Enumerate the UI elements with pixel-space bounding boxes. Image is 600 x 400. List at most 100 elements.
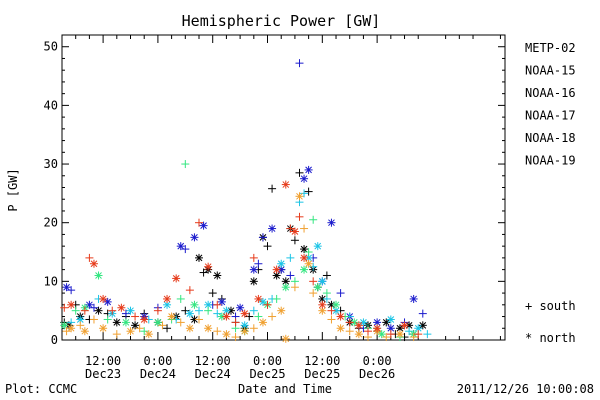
data-point xyxy=(272,265,281,274)
chart-title: Hemispheric Power [GW] xyxy=(182,12,381,30)
data-point xyxy=(126,306,135,315)
data-point xyxy=(208,289,217,298)
data-point xyxy=(240,309,249,318)
data-point xyxy=(131,321,140,330)
data-point xyxy=(295,192,304,201)
data-point xyxy=(373,324,382,333)
data-point xyxy=(345,327,354,336)
data-point xyxy=(163,324,172,333)
data-point xyxy=(217,297,226,306)
data-point xyxy=(126,327,135,336)
data-point xyxy=(121,309,130,318)
data-point xyxy=(85,300,94,309)
data-point xyxy=(181,245,190,254)
data-point xyxy=(409,294,418,303)
legend-entry: NOAA-16 xyxy=(525,86,576,100)
data-point xyxy=(181,306,190,315)
data-point xyxy=(354,321,363,330)
data-point xyxy=(153,318,162,327)
x-tick-label-time: 12:00 xyxy=(304,354,340,368)
data-point xyxy=(89,259,98,268)
data-point xyxy=(300,245,309,254)
data-point xyxy=(359,318,368,327)
data-point xyxy=(199,221,208,230)
data-point xyxy=(213,309,222,318)
data-point xyxy=(76,321,85,330)
data-point xyxy=(258,297,267,306)
data-point xyxy=(254,294,263,303)
data-point xyxy=(423,330,432,339)
data-point xyxy=(345,318,354,327)
x-tick-label-time: 0:00 xyxy=(253,354,282,368)
data-point xyxy=(309,277,318,286)
data-point xyxy=(67,286,76,295)
data-point xyxy=(121,318,130,327)
data-point xyxy=(300,189,309,198)
data-point xyxy=(336,289,345,298)
data-point xyxy=(300,224,309,233)
data-point xyxy=(163,294,172,303)
data-point xyxy=(382,333,391,342)
data-point xyxy=(277,259,286,268)
data-point xyxy=(181,160,190,169)
x-tick-label-time: 12:00 xyxy=(195,354,231,368)
data-point xyxy=(213,271,222,280)
data-point xyxy=(295,59,304,68)
data-point xyxy=(418,309,427,318)
data-point xyxy=(304,259,313,268)
data-point xyxy=(395,324,404,333)
data-point xyxy=(172,274,181,283)
data-point xyxy=(94,271,103,280)
data-point xyxy=(300,265,309,274)
data-point xyxy=(131,312,140,321)
data-point xyxy=(249,306,258,315)
data-point xyxy=(80,327,89,336)
data-point xyxy=(99,294,108,303)
data-point xyxy=(395,330,404,339)
data-point xyxy=(153,306,162,315)
data-point xyxy=(313,242,322,251)
x-tick-label-date: Dec25 xyxy=(304,367,340,381)
y-tick-label: 20 xyxy=(44,216,58,230)
data-point xyxy=(336,324,345,333)
data-point xyxy=(62,327,71,336)
data-point xyxy=(268,224,277,233)
data-point xyxy=(144,330,153,339)
data-point xyxy=(277,306,286,315)
x-axis-label: Date and Time xyxy=(238,382,332,396)
x-tick-label-date: Dec26 xyxy=(359,367,395,381)
series-legend: METP-02 NOAA-15 NOAA-16 NOAA-17 NOAA-18 NOAA-… xyxy=(525,41,576,168)
y-tick-label: 0 xyxy=(51,333,58,347)
data-point xyxy=(318,277,327,286)
data-point xyxy=(195,253,204,262)
data-point xyxy=(254,312,263,321)
legend-entry: NOAA-15 xyxy=(525,64,576,78)
data-points xyxy=(60,59,432,343)
legend-south-marker: + south xyxy=(525,299,576,313)
y-tick-label: 30 xyxy=(44,157,58,171)
data-point xyxy=(354,330,363,339)
data-point xyxy=(318,300,327,309)
data-point xyxy=(272,294,281,303)
x-tick-label-date: Dec23 xyxy=(85,367,121,381)
data-point xyxy=(176,294,185,303)
data-point xyxy=(117,303,126,312)
data-point xyxy=(195,306,204,315)
data-point xyxy=(304,165,313,174)
data-point xyxy=(140,315,149,324)
data-point xyxy=(295,212,304,221)
data-point xyxy=(400,321,409,330)
data-point xyxy=(290,236,299,245)
data-point xyxy=(313,283,322,292)
data-point xyxy=(363,327,372,336)
data-point xyxy=(295,168,304,177)
data-point xyxy=(300,174,309,183)
data-point xyxy=(60,303,69,312)
data-point xyxy=(405,327,414,336)
data-point xyxy=(112,318,121,327)
data-point xyxy=(199,268,208,277)
legend-entry: METP-02 xyxy=(525,41,576,55)
data-point xyxy=(67,300,76,309)
x-tick-label-time: 12:00 xyxy=(85,354,121,368)
